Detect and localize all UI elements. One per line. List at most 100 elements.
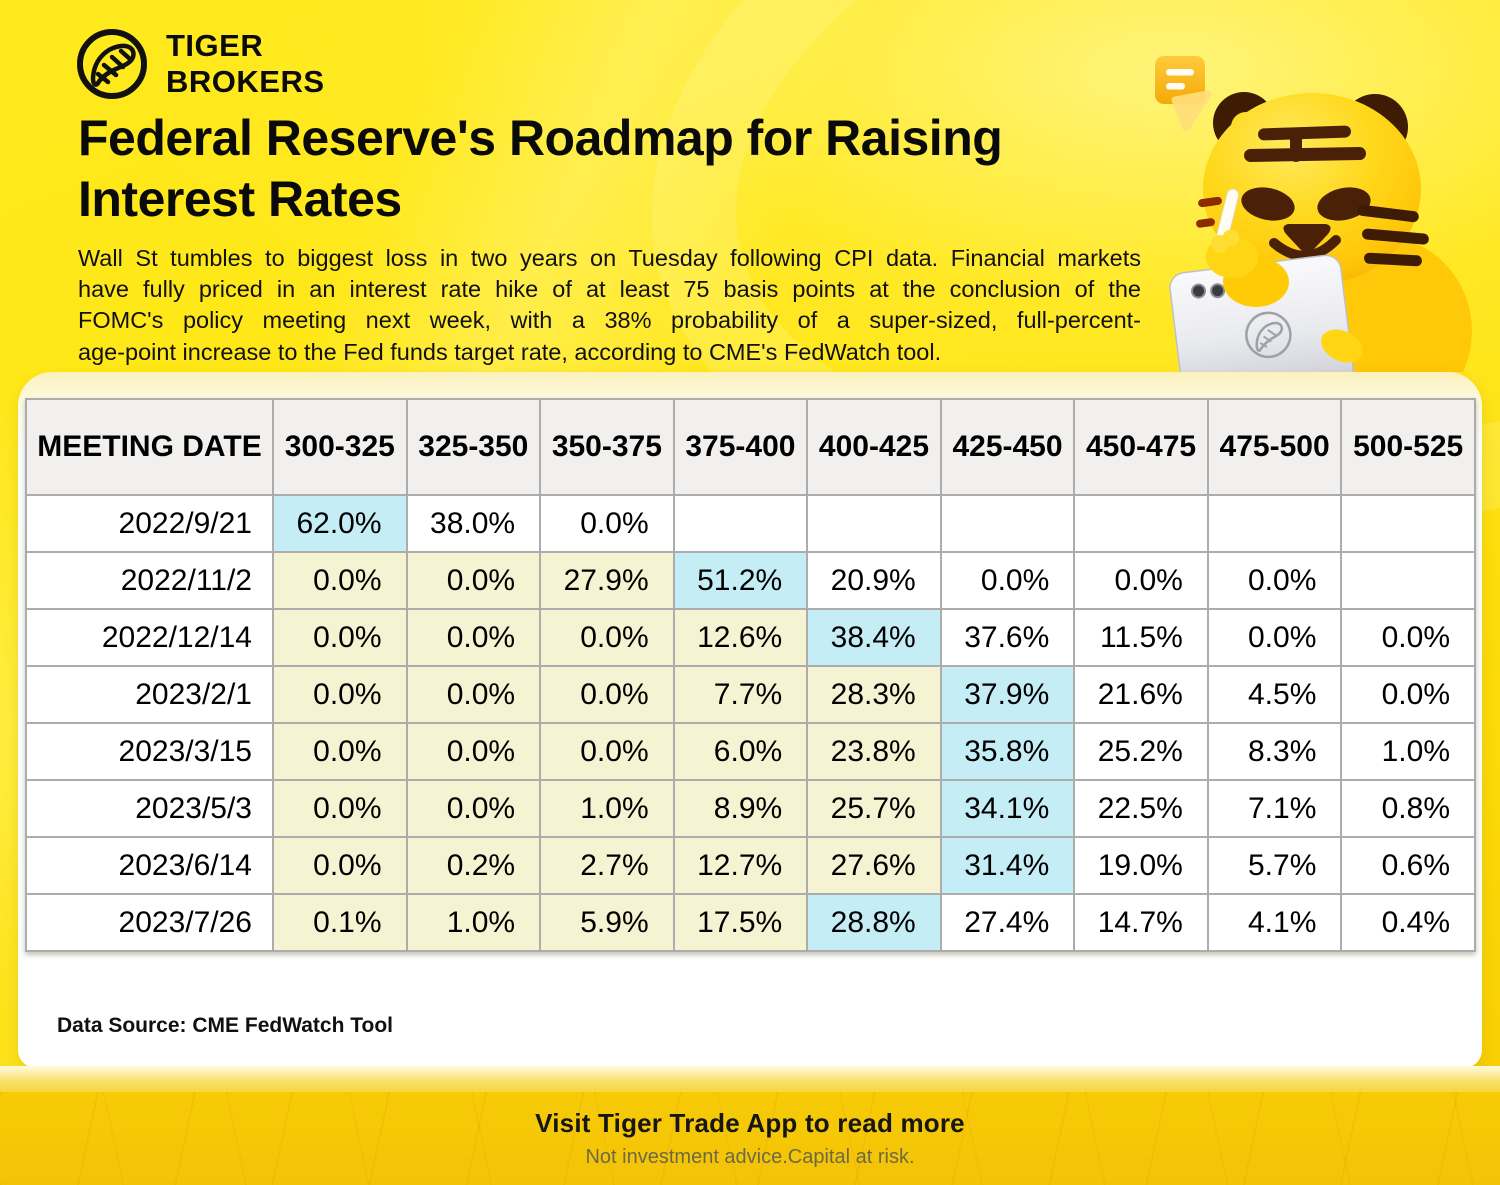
note-icon [1155, 56, 1212, 132]
column-header-rate-range: 425-450 [939, 398, 1076, 496]
probability-cell: 6.0% [672, 722, 809, 781]
tiger-brokers-logo-icon [77, 29, 147, 99]
meeting-date-cell: 2023/3/15 [25, 722, 274, 781]
probability-cell: 7.7% [672, 665, 809, 724]
probability-cell: 0.0% [1206, 551, 1343, 610]
meeting-date-cell: 2022/11/2 [25, 551, 274, 610]
probability-cell [806, 494, 942, 553]
column-header-rate-range: 475-500 [1206, 398, 1343, 496]
title-line1: Federal Reserve's Roadmap for Raising [78, 110, 1003, 166]
table-row: 2022/12/14 0.0% 0.0% 0.0% 12.6% 38.4% 37.6% 11.… [25, 608, 1476, 667]
probability-cell [939, 494, 1076, 553]
table-row: 2023/5/3 0.0% 0.0% 1.0% 8.9% 25.7% 34.1% 22.5% 7… [25, 779, 1476, 838]
probability-cell: 25.2% [1073, 722, 1209, 781]
brand-line1: TIGER [166, 28, 264, 63]
data-card: MEETING DATE 300-325 325-350 350-375 375-400… [18, 372, 1482, 1068]
table-row: 2023/6/14 0.0% 0.2% 2.7% 12.7% 27.6% 31.4% 19.0… [25, 836, 1476, 895]
probability-cell: 0.0% [272, 836, 408, 895]
probability-cell: 0.0% [405, 779, 542, 838]
probability-cell: 0.0% [405, 608, 542, 667]
tiger-mascot-illustration [1155, 56, 1472, 372]
probability-cell: 23.8% [806, 722, 942, 781]
column-header-rate-range: 325-350 [405, 398, 542, 496]
probability-cell: 37.9% [939, 665, 1076, 724]
probability-cell: 62.0% [272, 494, 408, 553]
footer-gradient-strip [0, 1066, 1500, 1092]
probability-cell: 38.4% [806, 608, 942, 667]
subtitle-line: Wall St tumbles to biggest loss in two y… [78, 245, 1141, 271]
probability-cell: 5.9% [539, 893, 675, 952]
probability-cell: 0.0% [1340, 665, 1476, 724]
column-header-rate-range: 400-425 [806, 398, 942, 496]
probability-cell: 0.0% [405, 722, 542, 781]
probability-cell: 0.0% [405, 551, 542, 610]
probability-cell: 0.8% [1340, 779, 1476, 838]
meeting-date-cell: 2023/2/1 [25, 665, 274, 724]
meeting-date-cell: 2023/7/26 [25, 893, 274, 952]
subtitle-line: age-point increase to the Fed funds targ… [78, 338, 942, 365]
tiger-head [1196, 93, 1429, 285]
probability-cell: 22.5% [1073, 779, 1209, 838]
meeting-date-cell: 2023/5/3 [25, 779, 274, 838]
probability-cell: 2.7% [539, 836, 675, 895]
probability-cell: 37.6% [939, 608, 1076, 667]
probability-cell: 20.9% [806, 551, 942, 610]
probability-cell: 0.0% [272, 608, 408, 667]
probability-cell: 8.9% [672, 779, 809, 838]
brand-header: TIGER BROKERS [74, 26, 325, 102]
table-row: 2022/11/2 0.0% 0.0% 27.9% 51.2% 20.9% 0.0% 0.0%… [25, 551, 1476, 610]
probability-cell: 27.6% [806, 836, 942, 895]
probability-cell: 28.8% [806, 893, 942, 952]
probability-cell: 5.7% [1206, 836, 1343, 895]
column-header-rate-range: 375-400 [672, 398, 809, 496]
meeting-date-cell: 2023/6/14 [25, 836, 274, 895]
probability-cell: 38.0% [405, 494, 542, 553]
tiger-right-paw [1321, 329, 1363, 363]
probability-cell: 0.4% [1340, 893, 1476, 952]
probability-cell: 0.0% [939, 551, 1076, 610]
footer: Visit Tiger Trade App to read more Not i… [0, 1092, 1500, 1185]
probability-cell: 0.0% [272, 665, 408, 724]
probability-cell: 21.6% [1073, 665, 1209, 724]
column-header-rate-range: 350-375 [539, 398, 675, 496]
probability-cell: 7.1% [1206, 779, 1343, 838]
probability-cell: 0.2% [405, 836, 542, 895]
probability-cell: 27.4% [939, 893, 1076, 952]
footer-disclaimer: Not investment advice.Capital at risk. [585, 1146, 915, 1168]
probability-cell: 0.0% [272, 779, 408, 838]
brand-line2: BROKERS [166, 64, 325, 99]
probability-cell: 11.5% [1073, 608, 1209, 667]
probability-cell: 0.0% [1206, 608, 1343, 667]
table-row: 2023/7/26 0.1% 1.0% 5.9% 17.5% 28.8% 27.4% 14.7… [25, 893, 1476, 952]
probability-cell: 31.4% [939, 836, 1076, 895]
probability-cell: 17.5% [672, 893, 809, 952]
probability-cell: 1.0% [1340, 722, 1476, 781]
subtitle-paragraph: Wall St tumbles to biggest loss in two y… [78, 243, 1141, 368]
probability-cell: 0.0% [272, 722, 408, 781]
probability-cell: 0.6% [1340, 836, 1476, 895]
page-title: Federal Reserve's Roadmap for Raising In… [78, 108, 1178, 230]
probability-cell: 28.3% [806, 665, 942, 724]
probability-cell: 25.7% [806, 779, 942, 838]
table-header-row: MEETING DATE 300-325 325-350 350-375 375-400… [25, 398, 1476, 496]
probability-cell: 19.0% [1073, 836, 1209, 895]
probability-cell: 8.3% [1206, 722, 1343, 781]
probability-cell: 35.8% [939, 722, 1076, 781]
probability-cell: 0.1% [272, 893, 408, 952]
brand-name: TIGER BROKERS [166, 28, 325, 100]
footer-cta: Visit Tiger Trade App to read more [535, 1108, 965, 1138]
subtitle-line: FOMC's policy meeting next week, with a … [78, 307, 1141, 334]
column-header-rate-range: 500-525 [1340, 398, 1476, 496]
probability-cell: 0.0% [539, 608, 675, 667]
tablet-tiger-logo-icon [1245, 311, 1292, 359]
tiger-arm-with-pen [1206, 188, 1289, 307]
table-row: 2022/9/21 62.0% 38.0% 0.0% [25, 494, 1476, 553]
title-line2: Interest Rates [78, 171, 402, 227]
table-row: 2023/3/15 0.0% 0.0% 0.0% 6.0% 23.8% 35.8% 25.2%… [25, 722, 1476, 781]
probability-cell: 12.7% [672, 836, 809, 895]
table-row: 2023/2/1 0.0% 0.0% 0.0% 7.7% 28.3% 37.9% 21.6% 4… [25, 665, 1476, 724]
meeting-date-cell: 2022/12/14 [25, 608, 274, 667]
probability-cell [1340, 494, 1476, 553]
probability-cell: 0.0% [1073, 551, 1209, 610]
